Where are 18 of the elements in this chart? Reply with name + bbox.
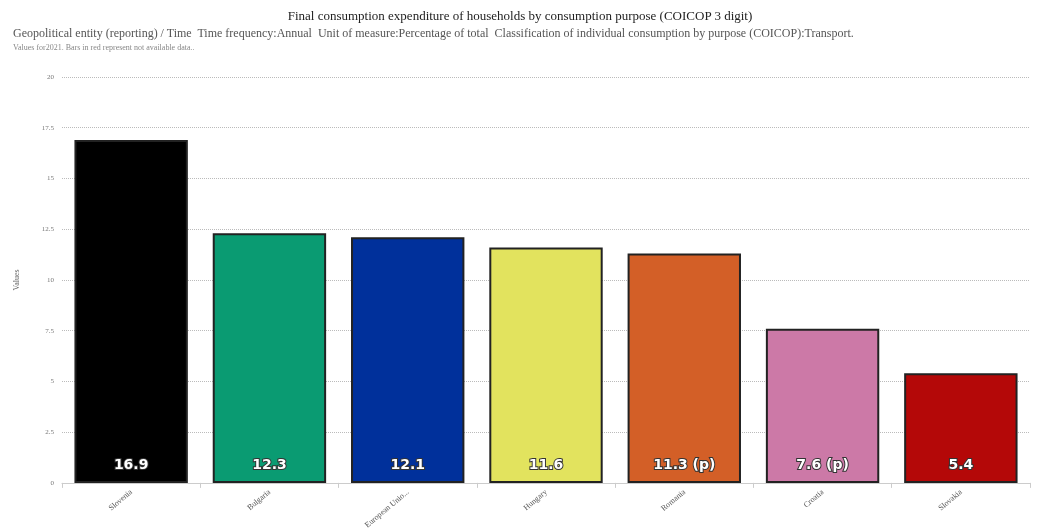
bar [627,253,741,483]
data-label: 16.9 [113,455,149,472]
data-label: 11.3 (p) [653,455,716,472]
bar [489,247,603,483]
data-label: 12.1 [390,455,425,472]
bar [904,373,1018,483]
text: Values for2021. Bars in red represent not available data.. [13,42,195,52]
chart-subtitle: Geopolitical entity (reporting) / Time Time frequency:Annual Unit of measure:Percentage of total Classification of individual consumption by purpose (COICOP):Transport. [13,26,854,40]
y-axis-title: Values [11,269,21,291]
bar [351,237,465,483]
data-label: 12.3 [252,455,287,472]
data-label: 5.4 [948,455,974,472]
bar [74,139,188,483]
bar [765,328,880,483]
bar [212,233,327,483]
chart-title: Final consumption expenditure of households by consumption purpose (COICOP 3 digit) [287,8,753,23]
data-label: 11.6 [528,455,564,472]
data-label: 7.6 (p) [796,455,849,472]
